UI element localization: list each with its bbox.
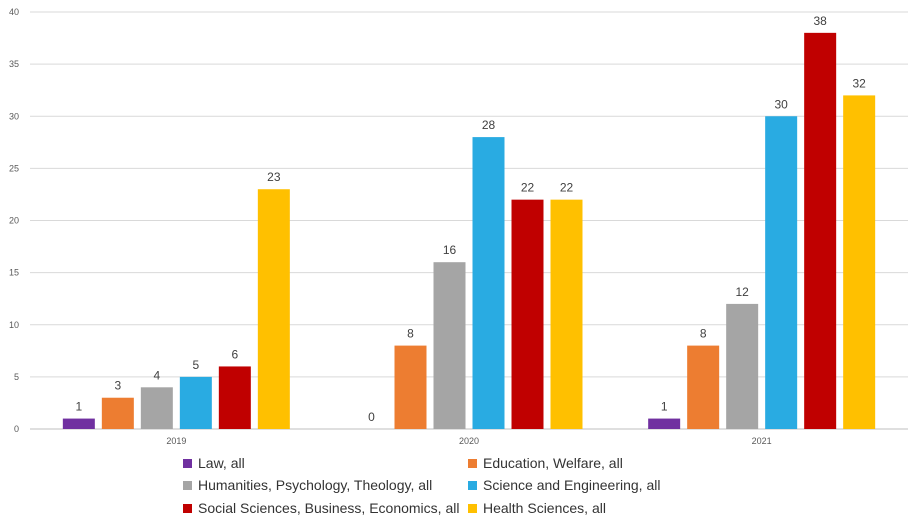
data-label: 8	[407, 327, 414, 341]
bar	[433, 262, 466, 429]
legend-label: Law, all	[198, 455, 245, 471]
legend-label: Health Sciences, all	[483, 500, 606, 516]
bar	[472, 137, 505, 429]
bar	[140, 387, 173, 429]
bar	[687, 345, 720, 429]
bar	[726, 303, 759, 429]
x-tick-label: 2020	[459, 436, 479, 446]
y-tick-label: 10	[9, 320, 19, 330]
data-labels: 1 3 4 5 6 23 0 8 16 28 22 22 1 8 12 30 38 32	[75, 14, 866, 424]
data-label: 6	[231, 347, 238, 361]
bar	[179, 376, 212, 429]
data-label: 32	[852, 76, 866, 90]
legend-item: Education, Welfare, all	[468, 455, 623, 471]
y-axis: 0 5 10 15 20 25 30 35 40	[9, 7, 19, 434]
bar	[648, 418, 681, 429]
data-label: 16	[443, 243, 457, 257]
y-tick-label: 5	[14, 372, 19, 382]
x-tick-label: 2021	[752, 436, 772, 446]
bar	[257, 189, 290, 429]
legend-item: Law, all	[183, 455, 245, 471]
data-label: 4	[153, 368, 160, 382]
x-axis: 2019 2020 2021	[30, 428, 908, 446]
data-label: 1	[661, 400, 668, 414]
data-label: 22	[560, 181, 574, 195]
legend-label: Social Sciences, Business, Economics, al…	[198, 500, 460, 516]
y-tick-label: 20	[9, 216, 19, 226]
data-label: 3	[114, 379, 121, 393]
bar	[843, 95, 876, 430]
legend-label: Humanities, Psychology, Theology, all	[198, 477, 433, 493]
y-tick-label: 15	[9, 268, 19, 278]
legend-swatch	[183, 503, 192, 513]
data-label: 0	[368, 410, 375, 424]
legend-label: Science and Engineering, all	[483, 477, 661, 493]
data-label: 12	[735, 285, 749, 299]
legend-swatch	[183, 480, 192, 490]
bar	[511, 199, 544, 429]
data-label: 28	[482, 118, 496, 132]
legend-item: Health Sciences, all	[468, 500, 606, 516]
y-tick-label: 35	[9, 59, 19, 69]
legend-item: Social Sciences, Business, Economics, al…	[183, 500, 459, 516]
y-tick-label: 40	[9, 7, 19, 17]
data-label: 5	[192, 358, 199, 372]
x-tick-label: 2019	[166, 436, 186, 446]
data-label: 8	[700, 327, 707, 341]
data-label: 38	[813, 14, 827, 28]
legend-swatch	[183, 458, 192, 468]
bar	[804, 32, 837, 429]
legend-label: Education, Welfare, all	[483, 455, 623, 471]
bar	[101, 397, 134, 429]
bar	[62, 418, 95, 429]
data-label: 22	[521, 181, 535, 195]
bar	[765, 116, 798, 429]
y-tick-label: 25	[9, 163, 19, 173]
bar	[550, 199, 583, 429]
bar	[394, 345, 427, 429]
y-tick-label: 30	[9, 111, 19, 121]
legend-item: Humanities, Psychology, Theology, all	[183, 477, 432, 493]
legend-swatch	[468, 480, 477, 490]
gridlines	[30, 11, 908, 430]
bar	[218, 366, 251, 429]
legend-swatch	[468, 503, 477, 513]
data-label: 23	[267, 170, 281, 184]
bars	[62, 32, 876, 430]
data-label: 1	[75, 400, 82, 414]
data-label: 30	[774, 97, 788, 111]
legend-item: Science and Engineering, all	[468, 477, 660, 493]
y-tick-label: 0	[14, 424, 19, 434]
legend-swatch	[468, 458, 477, 468]
